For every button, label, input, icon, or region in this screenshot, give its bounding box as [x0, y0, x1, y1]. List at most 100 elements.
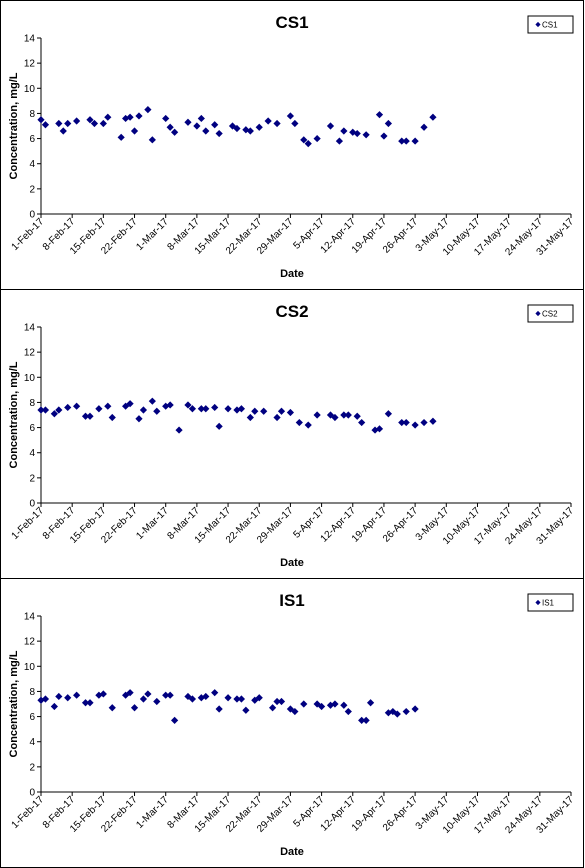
data-point — [81, 412, 90, 420]
x-tick-label: 1-Mar-17 — [134, 216, 171, 253]
data-point — [202, 405, 210, 413]
chart-panel-is1: IS1 0 2 4 6 8 10 12 14 1-Feb-17 8-Feb-17 15-Feb-17 2… — [0, 578, 584, 868]
data-point — [411, 705, 419, 713]
data-point — [197, 694, 205, 702]
data-point — [37, 406, 45, 414]
data-point — [411, 137, 419, 145]
data-point — [251, 696, 259, 704]
legend: IS1 — [527, 593, 574, 612]
data-point — [335, 137, 344, 145]
data-point — [313, 411, 321, 419]
data-point — [171, 716, 179, 724]
y-tick-label: 4 — [29, 448, 35, 459]
y-tick-label: 14 — [24, 34, 36, 45]
legend-label: CS2 — [542, 310, 558, 319]
legend-box — [527, 15, 574, 34]
data-point — [50, 410, 58, 418]
legend: CS1 — [527, 15, 574, 34]
legend-marker-icon — [535, 310, 541, 317]
x-tick-label: 26-Apr-17 — [381, 794, 421, 834]
data-point — [215, 705, 223, 713]
data-point — [108, 704, 116, 712]
data-point — [55, 406, 63, 414]
data-point — [171, 128, 179, 136]
data-point — [246, 127, 254, 135]
data-point — [37, 696, 45, 704]
data-point — [50, 702, 58, 711]
data-point — [291, 707, 299, 716]
y-tick-label: 10 — [24, 84, 36, 95]
y-axis-label: Concentration, mg/L — [8, 650, 20, 757]
legend-marker-icon — [535, 599, 541, 606]
y-tick-label: 8 — [29, 109, 35, 120]
x-tick-label: 1-Feb-17 — [10, 794, 47, 831]
data-point — [273, 119, 281, 128]
data-point — [122, 691, 130, 699]
data-point — [411, 421, 419, 429]
legend-box — [527, 593, 574, 612]
legend-label: IS1 — [542, 599, 555, 608]
y-tick-label: 2 — [29, 184, 35, 195]
data-point — [175, 426, 183, 434]
data-point — [135, 415, 143, 423]
data-point — [317, 702, 326, 711]
data-point — [224, 694, 232, 702]
data-point — [402, 707, 410, 716]
data-point — [104, 113, 112, 121]
y-tick-label: 2 — [29, 762, 35, 773]
data-point — [188, 695, 197, 703]
data-point — [233, 695, 241, 703]
data-point — [73, 691, 81, 699]
data-point — [197, 114, 205, 123]
data-point — [277, 407, 286, 415]
data-point — [99, 119, 107, 128]
data-point — [242, 706, 250, 714]
data-point — [153, 407, 161, 415]
legend: CS2 — [527, 304, 574, 323]
data-point — [144, 106, 152, 114]
data-point — [211, 689, 219, 697]
y-tick-label: 14 — [24, 612, 36, 623]
data-point — [86, 116, 94, 124]
y-axis-label: Concentration, mg/L — [8, 361, 20, 468]
data-point — [73, 117, 81, 125]
data-point — [73, 402, 81, 410]
x-axis-label: Date — [280, 846, 304, 858]
data-point — [353, 412, 361, 420]
data-point — [37, 116, 45, 124]
data-point — [237, 695, 246, 703]
data-point — [139, 695, 148, 703]
data-point — [384, 119, 392, 128]
data-point — [64, 694, 72, 702]
data-point — [420, 123, 428, 131]
data-point — [340, 701, 348, 709]
data-point — [162, 691, 170, 699]
chart-panel-cs2: CS2 0 2 4 6 8 10 12 14 1-Feb-17 8-Feb-17 15-Feb-17 2… — [0, 289, 584, 579]
data-point — [340, 411, 348, 419]
y-tick-label: 14 — [24, 323, 36, 334]
data-point — [358, 418, 366, 427]
chart-svg: CS1024681012141-Feb-178-Feb-1715-Feb-172… — [8, 13, 576, 280]
data-point — [41, 406, 50, 414]
x-tick-label: 1-Mar-17 — [134, 505, 171, 542]
data-point — [273, 697, 281, 706]
y-tick-label: 12 — [24, 59, 36, 70]
data-point — [326, 411, 335, 419]
data-point — [211, 403, 219, 412]
y-tick-label: 6 — [29, 423, 35, 434]
data-point — [264, 117, 272, 125]
data-point — [193, 122, 201, 130]
data-point — [95, 405, 103, 413]
y-tick-label: 10 — [24, 373, 36, 384]
y-tick-label: 4 — [29, 737, 35, 748]
data-point — [130, 127, 139, 135]
y-tick-label: 2 — [29, 473, 35, 484]
data-point — [286, 112, 295, 120]
data-point — [429, 113, 437, 121]
data-point — [153, 697, 161, 706]
data-point — [300, 700, 308, 708]
data-point — [81, 699, 90, 707]
data-point — [300, 136, 308, 144]
data-point — [273, 413, 281, 422]
data-point — [224, 405, 232, 413]
